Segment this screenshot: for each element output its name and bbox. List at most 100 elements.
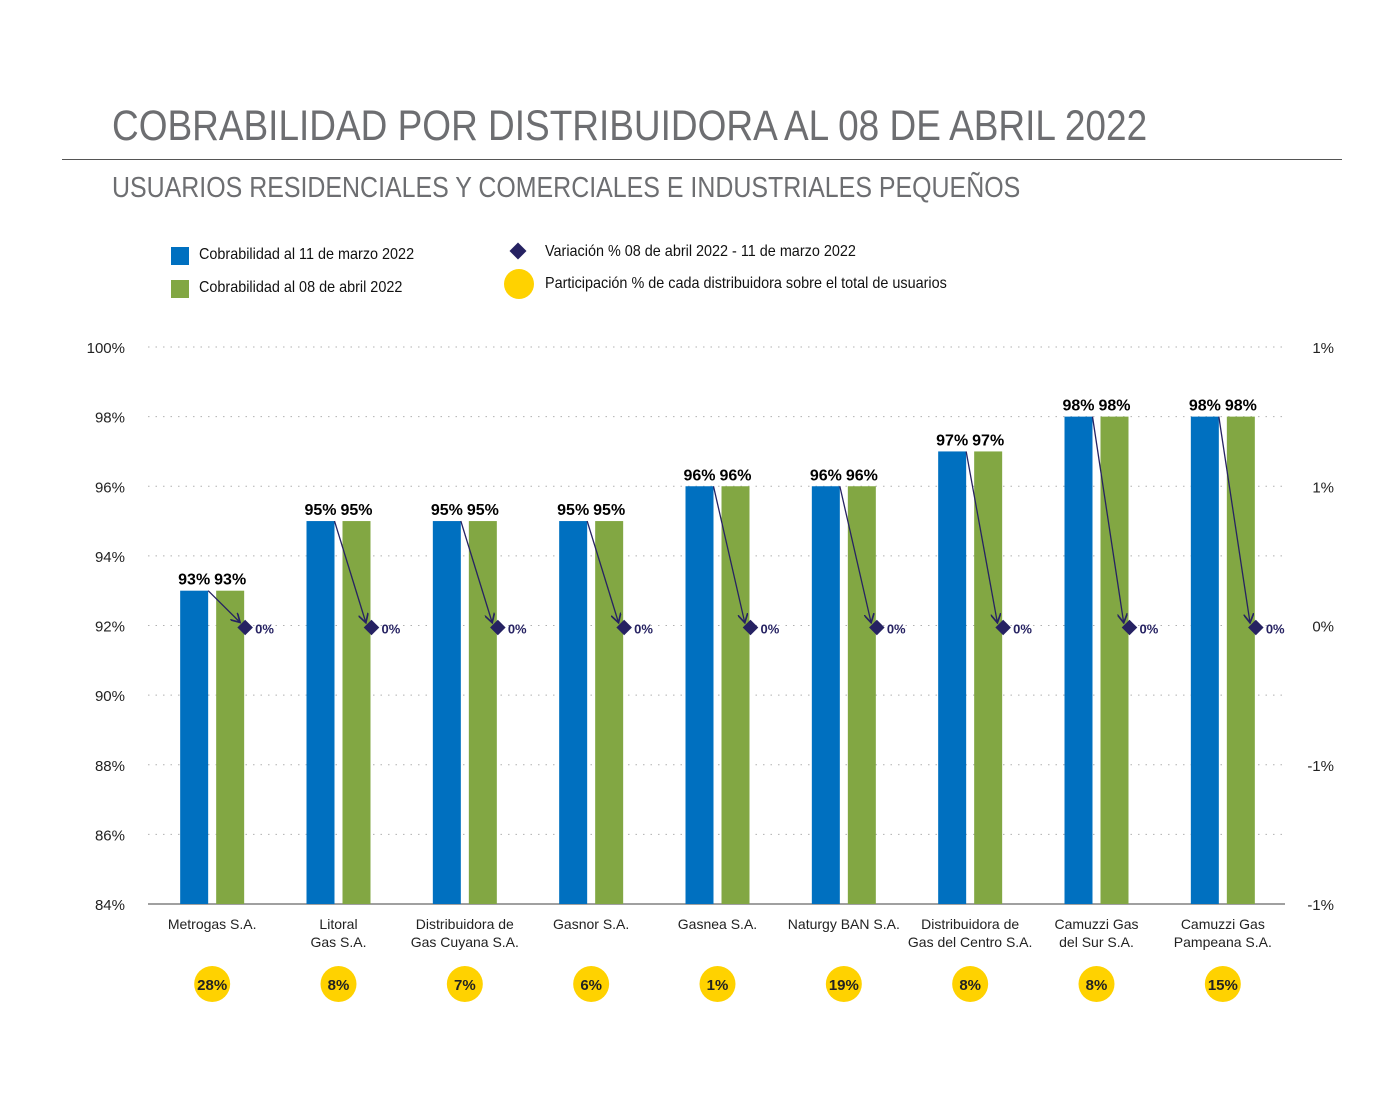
participation-label: 28% xyxy=(197,977,227,994)
x-category-label: Litoral xyxy=(319,916,357,932)
y-left-tick-label: 100% xyxy=(87,340,125,357)
participation-circle xyxy=(1204,966,1241,1002)
x-category-label: Pampeana S.A. xyxy=(1174,934,1272,950)
variation-arrow xyxy=(712,486,745,621)
bar-value-label-marzo: 98% xyxy=(1189,398,1221,415)
participation-circle xyxy=(320,966,357,1002)
participation-circle xyxy=(1078,966,1115,1002)
x-category-label: Gas Cuyana S.A. xyxy=(411,934,519,950)
variation-arrow xyxy=(586,520,618,621)
title-divider xyxy=(62,159,1342,160)
legend-diamond-label: Variación % 08 de abril 2022 - 11 de mar… xyxy=(545,243,856,260)
x-category-label: Gas del Centro S.A. xyxy=(908,934,1033,950)
bar-value-label-marzo: 95% xyxy=(431,502,463,519)
bar-value-label-abril: 95% xyxy=(340,502,372,519)
bar-cobrabilidad-marzo xyxy=(432,521,461,904)
bar-cobrabilidad-abril xyxy=(974,451,1003,904)
bar-cobrabilidad-marzo xyxy=(559,521,588,904)
y-right-tick-label: 0% xyxy=(1312,619,1334,636)
y-right-tick-label: -1% xyxy=(1307,897,1334,914)
bar-cobrabilidad-marzo xyxy=(1190,416,1219,904)
participation-circle xyxy=(952,966,989,1002)
bar-value-label-abril: 98% xyxy=(1098,398,1130,415)
participation-circle xyxy=(699,966,736,1002)
variation-label: 0% xyxy=(887,622,906,637)
variation-diamond xyxy=(742,619,759,636)
y-left-tick-label: 96% xyxy=(95,479,125,496)
chart-subtitle: USUARIOS RESIDENCIALES Y COMERCIALES E I… xyxy=(112,172,1021,204)
participation-circle xyxy=(573,966,610,1002)
participation-label: 8% xyxy=(1086,977,1108,994)
variation-diamond xyxy=(1121,619,1138,636)
participation-label: 19% xyxy=(829,977,859,994)
variation-diamond xyxy=(237,619,253,636)
variation-arrow xyxy=(207,590,239,622)
variation-arrow xyxy=(460,520,492,621)
participation-label: 15% xyxy=(1208,977,1238,994)
y-left-tick-label: 86% xyxy=(95,827,125,844)
bar-cobrabilidad-abril xyxy=(721,486,750,904)
bar-cobrabilidad-marzo xyxy=(1064,416,1093,904)
y-right-tick-label: -1% xyxy=(1307,758,1334,775)
x-category-label: Camuzzi Gas xyxy=(1054,916,1138,932)
x-category-label: del Sur S.A. xyxy=(1059,934,1134,950)
variation-label: 0% xyxy=(1140,622,1159,637)
variation-arrow xyxy=(1091,416,1124,622)
variation-diamond xyxy=(1248,619,1264,636)
bar-cobrabilidad-abril xyxy=(595,521,624,904)
legend-green-swatch xyxy=(171,280,189,298)
variation-arrow xyxy=(333,520,366,621)
participation-label: 1% xyxy=(707,977,729,994)
participation-label: 8% xyxy=(328,977,350,994)
bar-value-label-abril: 93% xyxy=(214,572,246,589)
bar-value-label-marzo: 97% xyxy=(936,432,968,449)
y-left-tick-label: 88% xyxy=(95,758,125,775)
variation-arrow xyxy=(965,451,997,621)
x-category-label: Camuzzi Gas xyxy=(1181,916,1265,932)
x-category-label: Gasnor S.A. xyxy=(553,916,629,932)
legend-green-label: Cobrabilidad al 08 de abril 2022 xyxy=(199,279,403,296)
legend-circle-label: Participación % de cada distribuidora so… xyxy=(545,275,947,292)
bar-cobrabilidad-abril xyxy=(342,521,371,904)
bar-value-label-marzo: 98% xyxy=(1062,398,1094,415)
y-left-tick-label: 92% xyxy=(95,619,125,636)
y-right-tick-label: 1% xyxy=(1312,340,1334,357)
y-left-tick-label: 90% xyxy=(95,688,125,705)
x-category-label: Gas S.A. xyxy=(310,934,366,950)
bar-value-label-abril: 97% xyxy=(972,432,1004,449)
x-category-label: Naturgy BAN S.A. xyxy=(788,916,900,932)
participation-circle xyxy=(825,966,862,1002)
variation-diamond xyxy=(869,619,885,636)
variation-label: 0% xyxy=(508,622,527,637)
bar-cobrabilidad-abril xyxy=(847,486,876,904)
bar-value-label-abril: 96% xyxy=(846,467,878,484)
participation-label: 7% xyxy=(454,977,476,994)
variation-arrow xyxy=(1218,416,1250,622)
bar-value-label-marzo: 95% xyxy=(557,502,589,519)
bar-cobrabilidad-abril xyxy=(1100,416,1129,904)
variation-label: 0% xyxy=(382,622,401,637)
variation-label: 0% xyxy=(255,622,274,637)
variation-label: 0% xyxy=(634,622,653,637)
y-left-tick-label: 94% xyxy=(95,549,125,566)
variation-diamond xyxy=(616,619,632,636)
bar-cobrabilidad-marzo xyxy=(685,486,714,904)
bar-cobrabilidad-marzo xyxy=(811,486,840,904)
bar-value-label-marzo: 96% xyxy=(810,467,842,484)
y-left-tick-label: 84% xyxy=(95,897,125,914)
y-right-tick-label: 1% xyxy=(1312,479,1334,496)
chart-title: COBRABILIDAD POR DISTRIBUIDORA AL 08 DE … xyxy=(112,102,1148,150)
bar-value-label-abril: 95% xyxy=(467,502,499,519)
participation-circle xyxy=(446,966,483,1002)
bar-value-label-abril: 96% xyxy=(719,467,751,484)
bar-cobrabilidad-abril xyxy=(468,521,497,904)
bar-value-label-marzo: 95% xyxy=(304,502,336,519)
legend-blue-swatch xyxy=(171,247,189,265)
x-category-label: Gasnea S.A. xyxy=(678,916,757,932)
participation-label: 6% xyxy=(580,977,602,994)
participation-circle xyxy=(194,966,231,1002)
bar-cobrabilidad-abril xyxy=(216,590,245,904)
variation-label: 0% xyxy=(1266,622,1285,637)
bar-cobrabilidad-marzo xyxy=(306,521,335,904)
